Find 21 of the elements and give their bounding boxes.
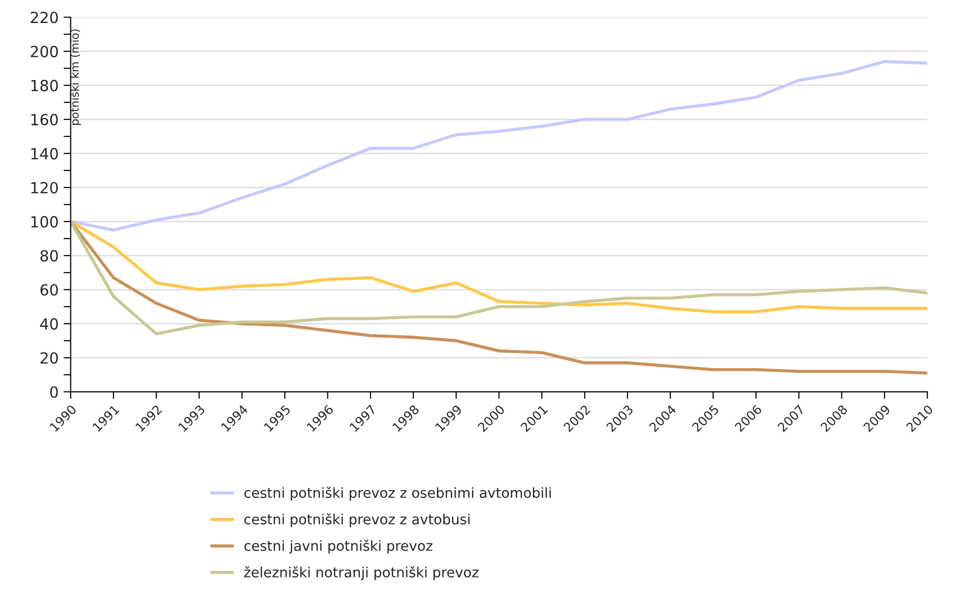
y-tick-label: 100: [31, 216, 58, 228]
y-tick-label: 120: [31, 182, 58, 194]
y-tick-label: 220: [30, 12, 58, 24]
line-series: [70, 220, 928, 336]
line-series: [70, 60, 928, 232]
line-series: [70, 220, 928, 314]
legend-label: cestni javni potniški prevoz: [244, 540, 432, 554]
legend-label: cestni potniški prevoz z avtobusi: [244, 513, 470, 528]
y-tick-label: 20: [40, 352, 58, 364]
y-tick-label: 160: [31, 114, 58, 126]
y-tick-label: 60: [40, 284, 58, 296]
line-series: [70, 220, 928, 375]
legend-label: železniški notranji potniški prevoz: [244, 566, 478, 580]
y-tick-label: 40: [40, 318, 58, 330]
y-tick-label: 0: [50, 386, 58, 398]
y-tick-label: 140: [31, 148, 58, 160]
y-tick-label: 200: [30, 46, 58, 58]
y-tick-label: 180: [31, 80, 58, 92]
legend-label: cestni potniški prevoz z osebnimi avtomobili: [244, 486, 551, 501]
y-axis-title: potniški km (mio): [70, 29, 81, 125]
y-tick-label: 80: [40, 250, 58, 262]
